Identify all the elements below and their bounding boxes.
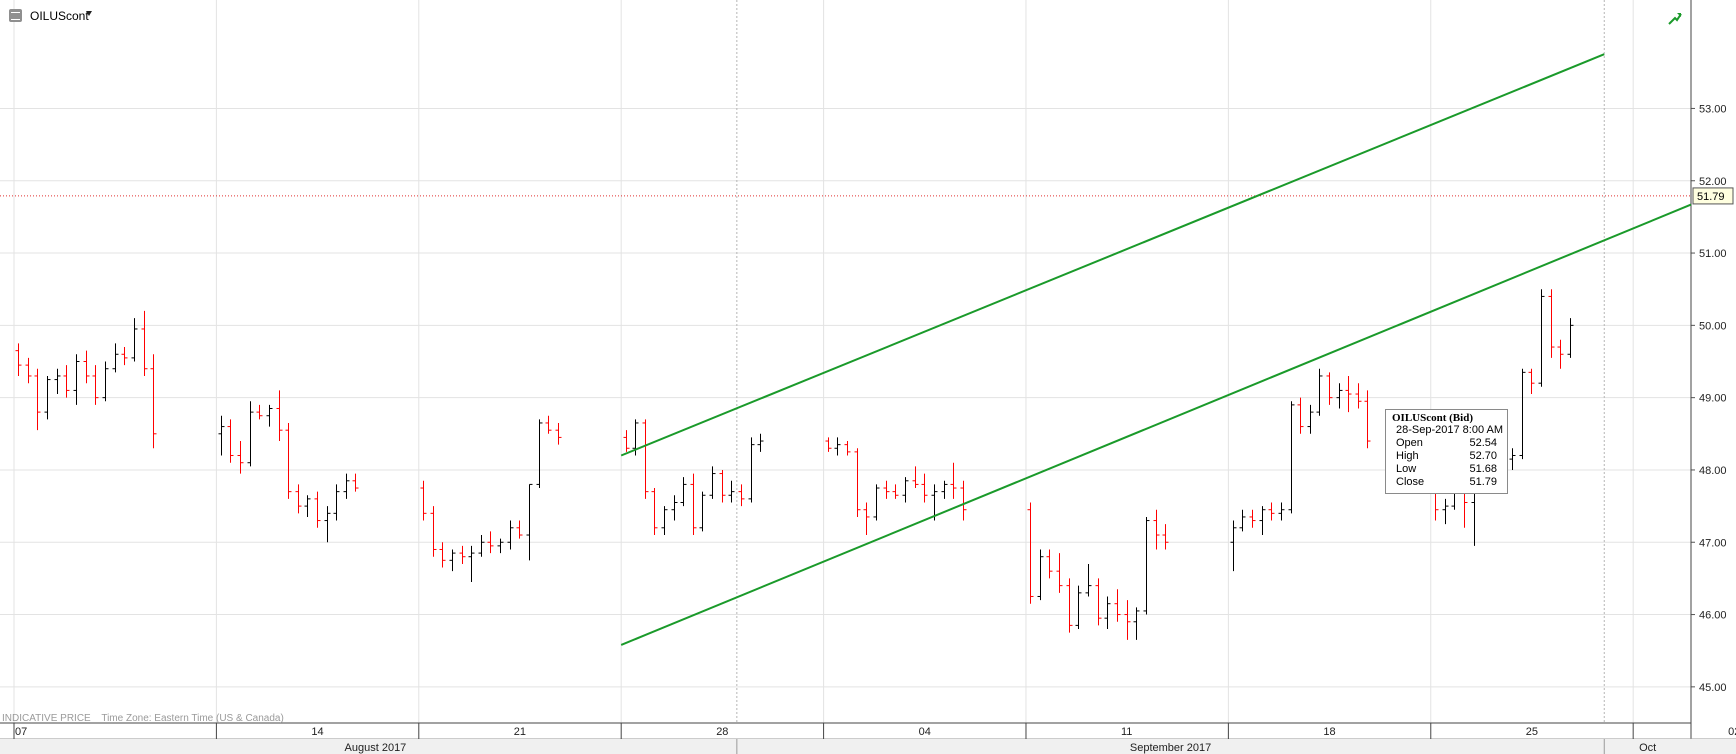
y-tick-label: 49.00 [1699,393,1727,405]
x-tick-label: 02 [1728,726,1736,738]
y-tick-label: 50.00 [1699,320,1727,332]
x-tick-label: 11 [1121,726,1132,738]
x-tick-label: 18 [1323,726,1335,738]
trend-arrow-icon[interactable] [1668,11,1682,25]
x-tick-label: 14 [311,726,323,738]
x-tick-label: 21 [514,726,526,738]
y-tick-label: 46.00 [1699,610,1727,622]
last-price-label: 51.79 [1697,191,1725,203]
channel-line-lower [620,203,1692,646]
price-tooltip: OILUScont (Bid) 28-Sep-2017 8:00 AM Open… [1385,409,1508,494]
x-tick-label: 25 [1526,726,1538,738]
last-price-badge [1692,187,1734,205]
chart-toolbar: OILUScont [0,0,1736,30]
tooltip-row-low: Low 51.68 [1396,463,1497,475]
y-tick-label: 45.00 [1699,682,1727,694]
chevron-down-icon[interactable] [86,11,92,16]
indicative-price-label: INDICATIVE PRICE [2,713,91,724]
timezone-label: Time Zone: Eastern Time (US & Canada) [101,713,284,724]
y-tick-label: 53.00 [1699,103,1727,115]
month-label: Oct [1639,742,1656,754]
fx-chart-icon[interactable] [9,9,22,22]
month-label: September 2017 [1130,742,1211,754]
y-tick-label: 51.00 [1699,248,1727,260]
footer-note: INDICATIVE PRICE Time Zone: Eastern Time… [2,713,292,724]
y-tick-label: 47.00 [1699,537,1727,549]
tooltip-row-open: Open 52.54 [1396,437,1497,449]
x-tick-label: 28 [716,726,728,738]
y-tick-label: 48.00 [1699,465,1727,477]
month-band [0,739,1736,754]
tooltip-date: 28-Sep-2017 8:00 AM [1396,424,1504,436]
y-tick-label: 52.00 [1699,176,1727,188]
month-label: August 2017 [345,742,407,754]
x-tick-label: 07 [15,726,27,738]
tooltip-row-close: Close 51.79 [1396,476,1497,488]
x-tick-label: 04 [919,726,931,738]
tooltip-row-high: High 52.70 [1396,450,1497,462]
channel-line-upper [620,53,1605,457]
symbol-selector[interactable]: OILUScont [30,9,89,23]
tooltip-title: OILUScont (Bid) [1392,412,1473,424]
